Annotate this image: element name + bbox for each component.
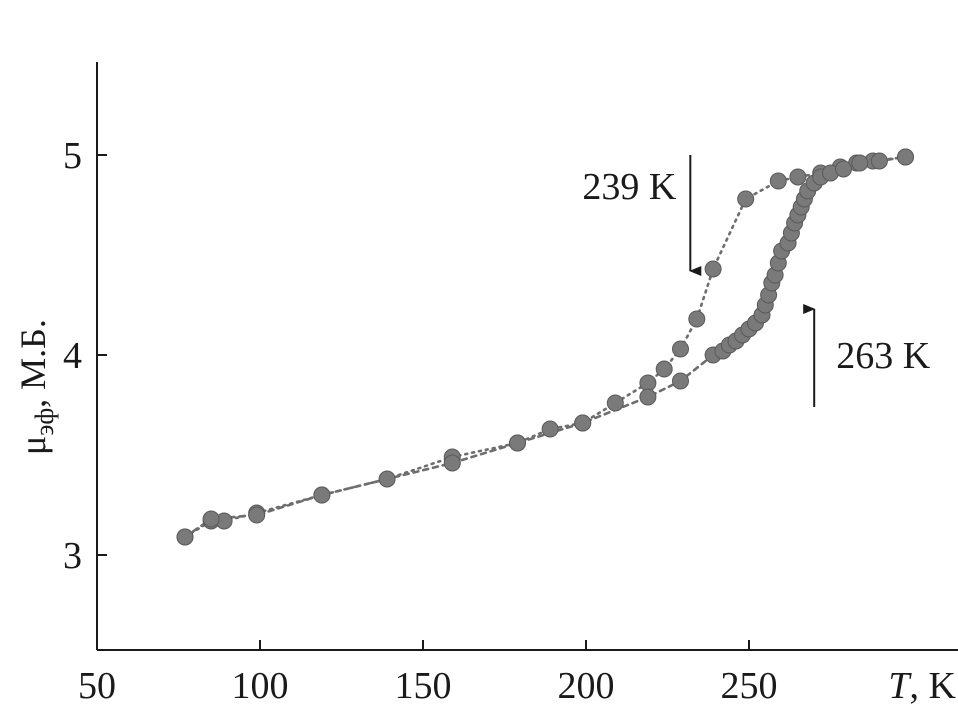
x-tick-label: 100: [232, 665, 289, 707]
data-point-heating: [897, 148, 914, 166]
data-point-heating: [176, 528, 194, 546]
x-tick-label: 200: [558, 665, 615, 707]
data-point-heating: [202, 510, 220, 528]
data-point-heating: [443, 454, 461, 472]
data-point-cooling: [704, 260, 722, 278]
data-point-heating: [574, 414, 592, 432]
annotation-label: 263 K: [836, 335, 931, 377]
data-point-cooling: [672, 340, 689, 358]
data-point-heating: [835, 160, 852, 178]
y-tick-label: 4: [63, 335, 82, 377]
x-axis-label: T, K: [888, 665, 956, 707]
data-point-heating: [509, 434, 526, 452]
axes: 50 100 150 200 250 3 4 5: [63, 62, 958, 707]
data-point-heating: [672, 372, 689, 390]
data-point-cooling: [688, 310, 706, 328]
data-point-cooling: [541, 420, 559, 438]
data-point-heating: [313, 486, 331, 504]
data-point-cooling: [655, 360, 673, 378]
y-axis-label: μэф, М.Б.: [13, 319, 59, 455]
data-point-heating: [248, 506, 266, 524]
y-tick-label: 5: [63, 135, 82, 177]
x-tick-label: 250: [721, 665, 778, 707]
x-tick-label: 50: [78, 665, 116, 707]
y-tick-label: 3: [63, 535, 82, 577]
data-point-heating: [851, 154, 869, 172]
data-point-heating: [639, 388, 657, 406]
data-point-cooling: [789, 168, 807, 186]
annotation-label: 239 K: [582, 166, 677, 208]
series-points: [176, 148, 914, 546]
data-point-cooling: [606, 394, 624, 412]
data-point-cooling: [769, 172, 787, 190]
x-tick-label: 150: [395, 665, 452, 707]
data-point-heating: [870, 152, 888, 170]
axis-labels: T, K μэф, М.Б.: [13, 319, 957, 707]
data-point-cooling: [737, 190, 755, 208]
data-point-cooling: [378, 470, 396, 488]
annotations: 239 K 263 K: [582, 155, 931, 407]
